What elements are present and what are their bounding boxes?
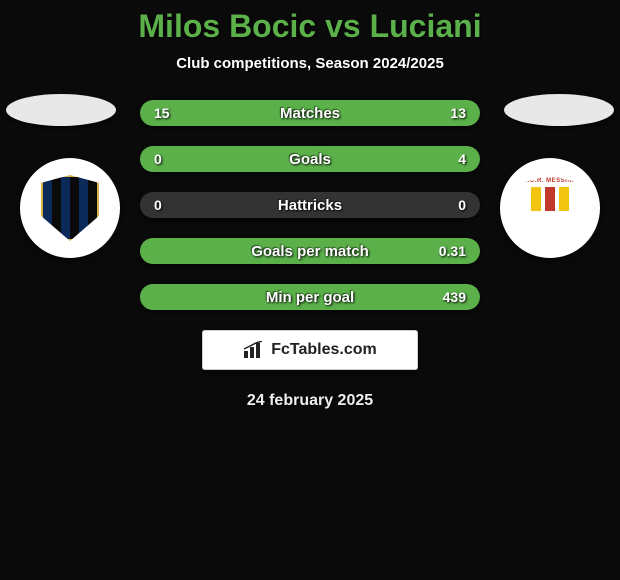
crest-right-label: A.C.R. MESSINA bbox=[521, 178, 579, 184]
stat-label: Matches bbox=[140, 105, 480, 122]
stat-row: 0.31Goals per match bbox=[140, 238, 480, 264]
bar-chart-icon bbox=[243, 341, 265, 359]
snapshot-date: 24 february 2025 bbox=[0, 392, 620, 410]
stat-row: 00Hattricks bbox=[140, 192, 480, 218]
stat-row: 1513Matches bbox=[140, 100, 480, 126]
comparison-panel: A.C.R. MESSINA 1513Matches 04Goals 00Hattr… bbox=[0, 100, 620, 410]
brand-badge: FcTables.com bbox=[202, 330, 418, 370]
player-right-crest: A.C.R. MESSINA bbox=[500, 158, 600, 258]
stat-row: 04Goals bbox=[140, 146, 480, 172]
brand-text: FcTables.com bbox=[271, 341, 377, 359]
player-left-photo-placeholder bbox=[6, 94, 116, 126]
page-subtitle: Club competitions, Season 2024/2025 bbox=[0, 55, 620, 72]
stat-bars: 1513Matches 04Goals 00Hattricks 0.31Goals p… bbox=[140, 100, 480, 310]
stat-label: Goals bbox=[140, 151, 480, 168]
stat-label: Min per goal bbox=[140, 289, 480, 306]
shield-icon: A.C.R. MESSINA bbox=[521, 175, 579, 241]
player-right-photo-placeholder bbox=[504, 94, 614, 126]
stat-row: 439Min per goal bbox=[140, 284, 480, 310]
page-title: Milos Bocic vs Luciani bbox=[0, 0, 620, 45]
stat-label: Goals per match bbox=[140, 243, 480, 260]
player-left-crest bbox=[20, 158, 120, 258]
stat-label: Hattricks bbox=[140, 197, 480, 214]
shield-icon bbox=[41, 175, 99, 241]
